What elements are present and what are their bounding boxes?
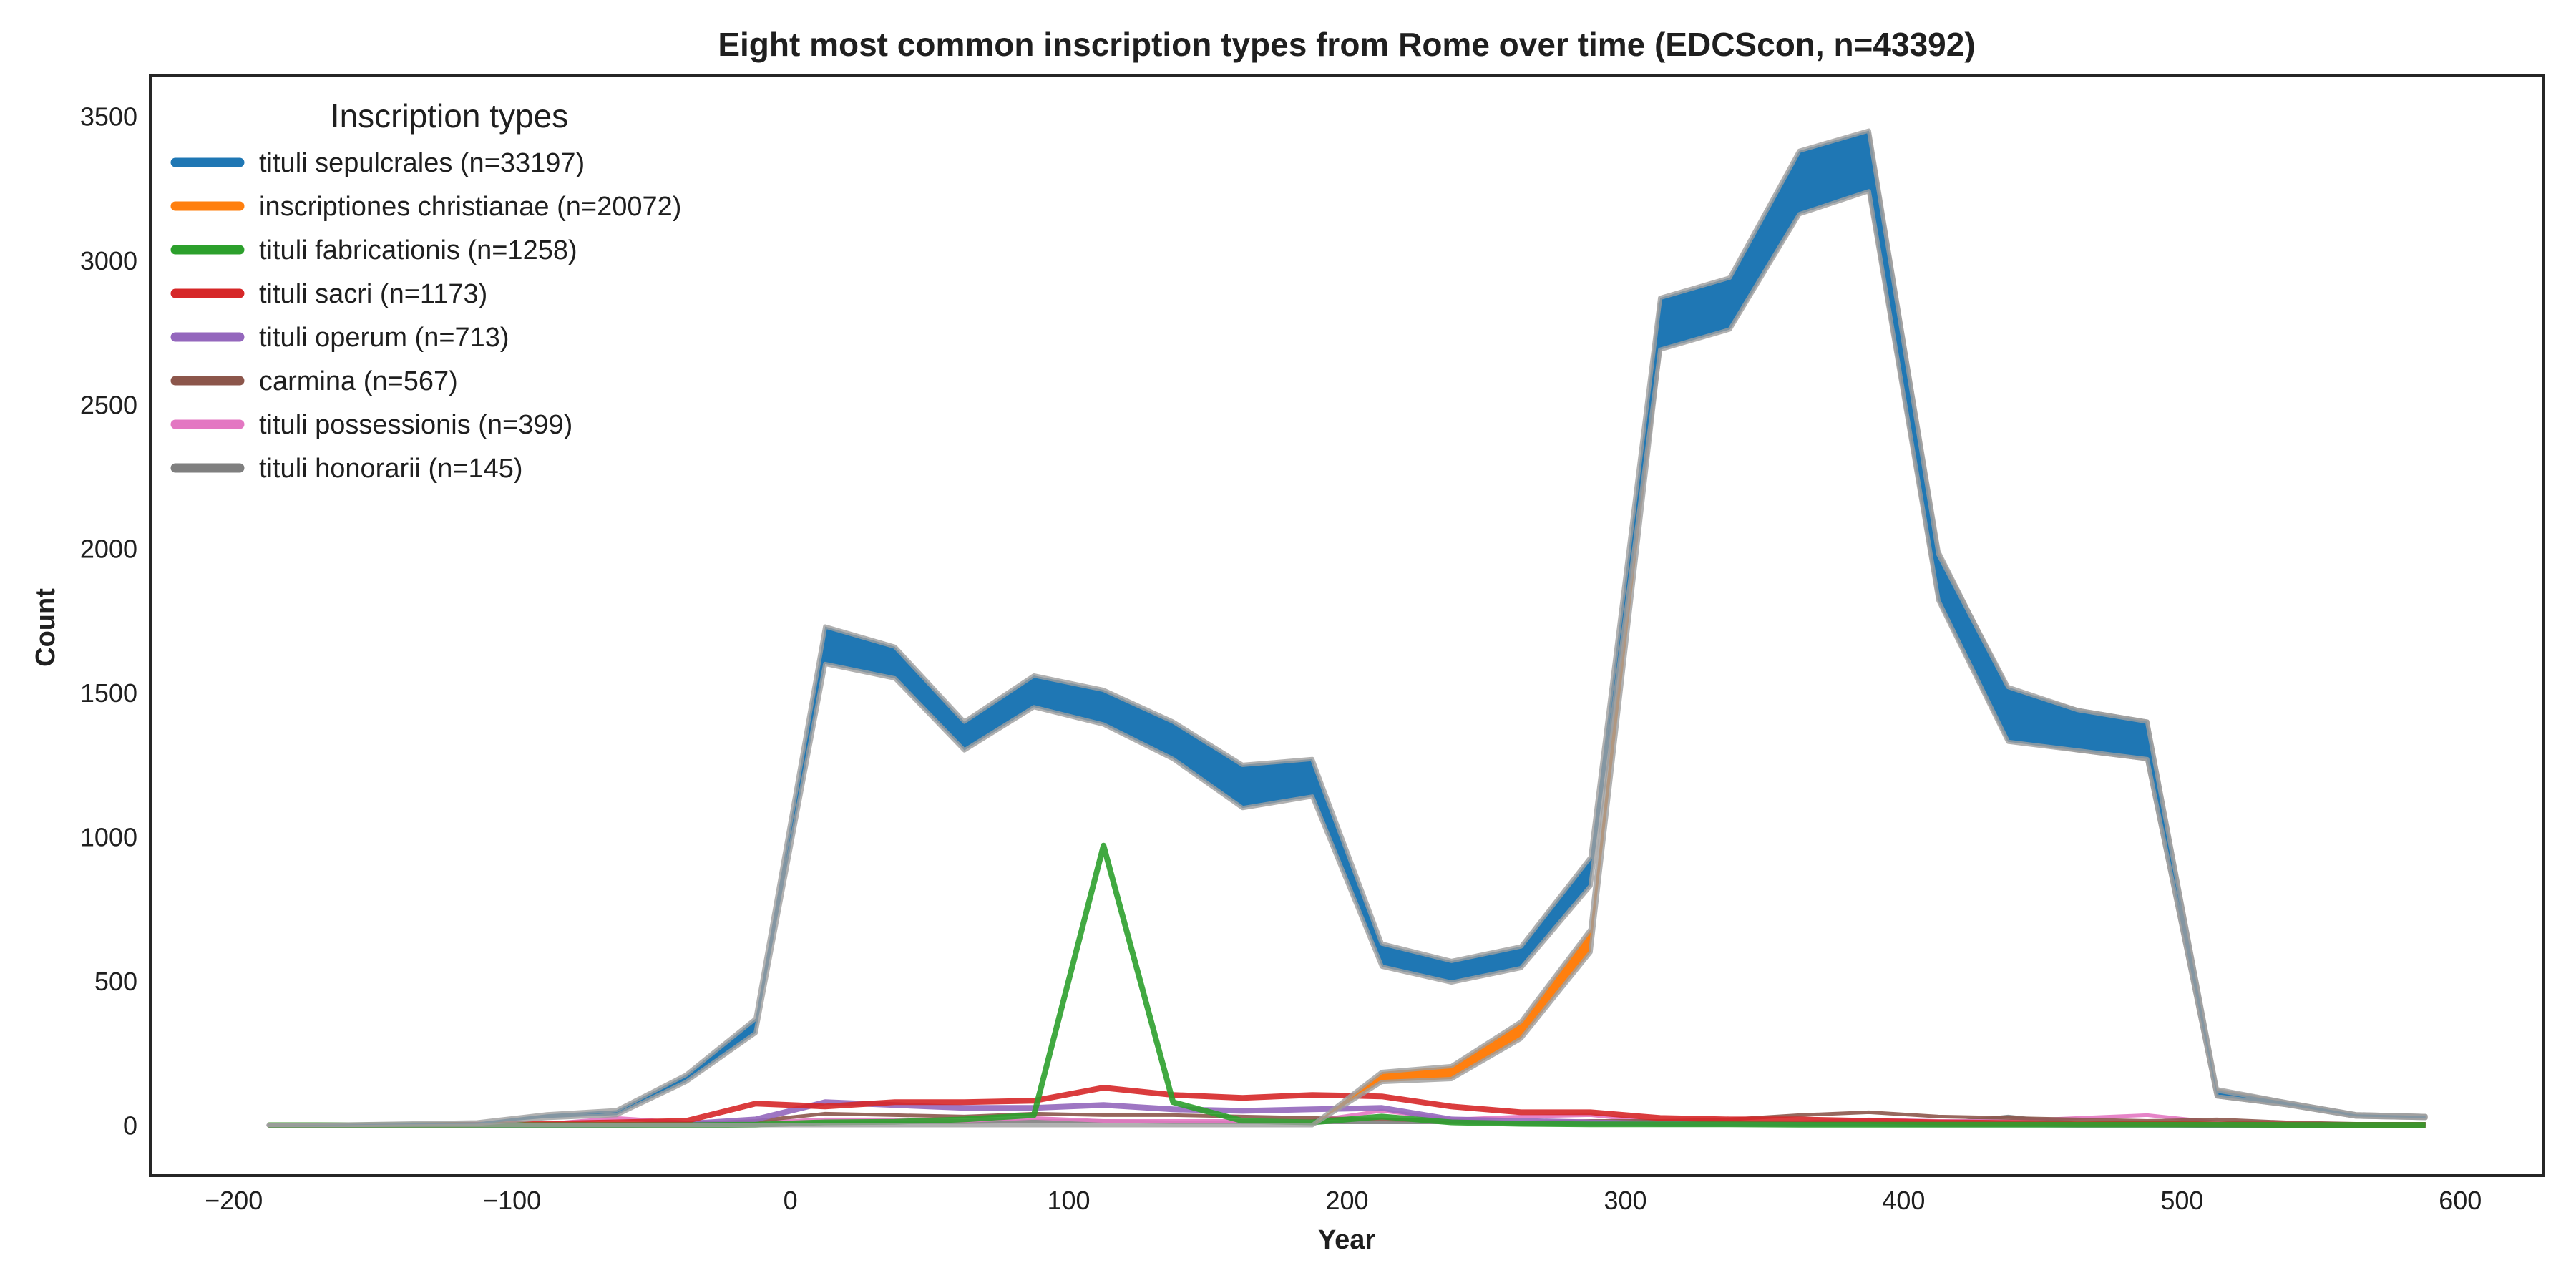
plot-frame: [149, 74, 2545, 1177]
legend-item-inscriptiones-christianae: inscriptiones christianae (n=20072): [170, 192, 681, 222]
legend-label: inscriptiones christianae (n=20072): [259, 192, 681, 222]
legend-item-tituli-honorarii: tituli honorarii (n=145): [170, 454, 523, 484]
chart-title: Eight most common inscription types from…: [718, 26, 1975, 63]
axes: −200 −100 0 100 200 300 400 500 600 0 500 1000 1500 2…: [80, 74, 2545, 1215]
plot-area: [150, 76, 2544, 1176]
legend-title: Inscription types: [331, 97, 568, 135]
legend-label: tituli sacri (n=1173): [259, 279, 487, 309]
plot-background: [150, 76, 2544, 1176]
legend-item-tituli-operum: tituli operum (n=713): [170, 323, 509, 353]
legend-item-carmina: carmina (n=567): [170, 366, 458, 396]
y-tick-label: 1500: [80, 678, 137, 708]
y-tick-label: 2500: [80, 390, 137, 419]
x-tick-label: 300: [1604, 1186, 1646, 1215]
x-tick-label: −200: [205, 1186, 263, 1215]
series-tituli-sepulcrales: [266, 128, 2428, 1128]
y-tick-label: 2000: [80, 535, 137, 564]
x-tick-label: 200: [1325, 1186, 1368, 1215]
legend-label: tituli honorarii (n=145): [259, 454, 523, 484]
y-tick-label: 3500: [80, 102, 137, 131]
y-axis-title: Count: [31, 588, 61, 667]
x-tick-label: 400: [1882, 1186, 1925, 1215]
x-tick-label: 0: [784, 1186, 798, 1215]
legend-item-tituli-sepulcrales: tituli sepulcrales (n=33197): [170, 148, 585, 178]
band-tituli-sepulcrales: [266, 128, 2428, 1128]
legend-label: carmina (n=567): [259, 366, 458, 396]
y-tick-label: 0: [123, 1111, 137, 1141]
legend-label: tituli operum (n=713): [259, 323, 509, 353]
legend-item-tituli-possessionis: tituli possessionis (n=399): [170, 410, 572, 440]
x-tick-label: 500: [2160, 1186, 2203, 1215]
y-tick-label: 1000: [80, 823, 137, 852]
y-tick-label: 500: [94, 967, 137, 996]
x-tick-label: 600: [2439, 1186, 2482, 1215]
legend-label: tituli possessionis (n=399): [259, 410, 572, 440]
y-tick-label: 3000: [80, 246, 137, 275]
legend-item-tituli-sacri: tituli sacri (n=1173): [170, 279, 487, 309]
legend: Inscription types tituli sepulcrales (n=…: [170, 97, 681, 484]
x-tick-label: 100: [1047, 1186, 1090, 1215]
legend-item-tituli-fabricationis: tituli fabricationis (n=1258): [170, 235, 577, 265]
legend-label: tituli fabricationis (n=1258): [259, 235, 577, 265]
x-tick-label: −100: [483, 1186, 541, 1215]
legend-label: tituli sepulcrales (n=33197): [259, 148, 585, 178]
x-axis-title: Year: [1318, 1225, 1376, 1255]
